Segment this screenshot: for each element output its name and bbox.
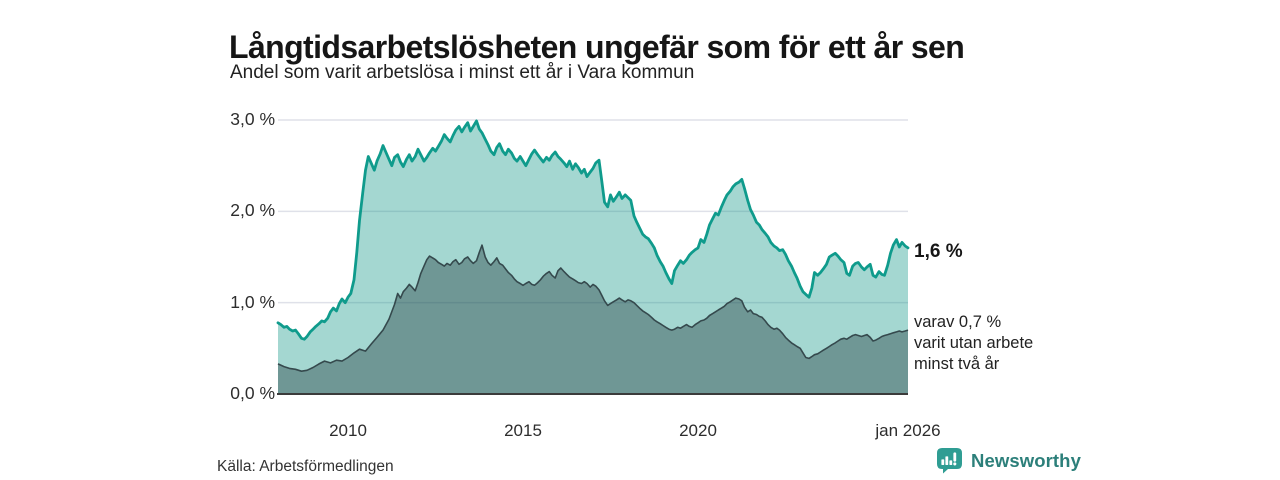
series2-annotation-line1: varav 0,7 % [914, 313, 1002, 331]
x-tick-label-2026: jan 2026 [875, 421, 941, 440]
x-tick-label-2015: 2015 [504, 421, 542, 440]
y-tick-label-2: 2,0 % [230, 200, 275, 221]
newsworthy-logo-icon [937, 448, 962, 474]
series2-annotation-line3: minst två år [914, 355, 1000, 373]
x-tick-label-2010: 2010 [329, 421, 367, 440]
series2-annotation: varav 0,7 % varit utan arbete minst två … [914, 312, 1033, 375]
y-tick-label-3: 3,0 % [230, 109, 275, 129]
page-title: Långtidsarbetslösheten ungefär som för e… [229, 29, 965, 66]
source-caption: Källa: Arbetsförmedlingen [217, 458, 394, 475]
series-line-two-years [277, 244, 909, 373]
end-value-label: 1,6 % [914, 241, 963, 262]
series-area-total [278, 120, 908, 395]
newsworthy-logo: Newsworthy [936, 447, 1081, 475]
series2-annotation-line2: varit utan arbete [914, 334, 1034, 352]
chart-subtitle: Andel som varit arbetslösa i minst ett å… [230, 62, 695, 83]
y-tick-label-0: 0,0 % [230, 383, 275, 403]
series-line-total [276, 119, 910, 341]
x-tick-label-2020: 2020 [679, 421, 717, 440]
y-tick-label-1: 1,0 % [230, 291, 275, 312]
series-area-two-years [278, 245, 908, 394]
newsworthy-logo-text: Newsworthy [971, 450, 1081, 471]
